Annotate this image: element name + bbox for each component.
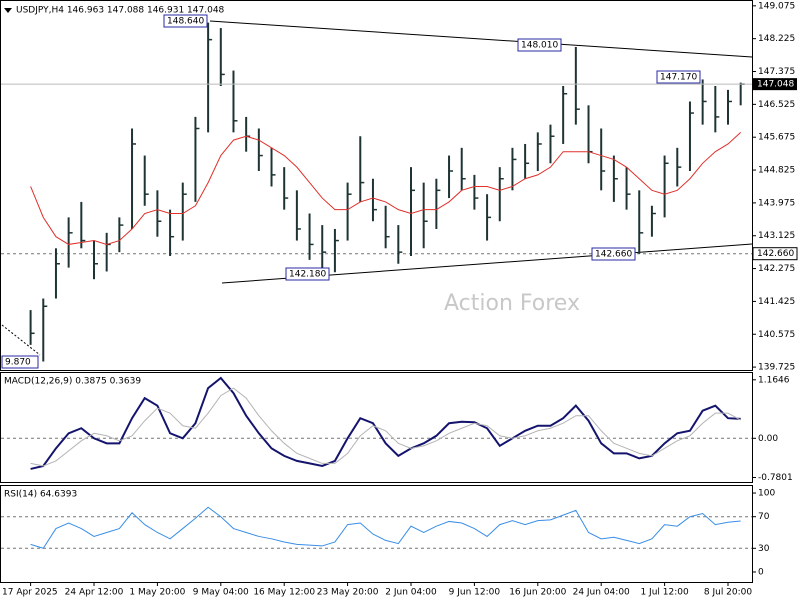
trendline bbox=[1, 324, 41, 356]
annotation-box bbox=[591, 247, 636, 261]
y-tick-label: 0.00 bbox=[758, 434, 778, 444]
y-tick-label: 100 bbox=[758, 489, 775, 499]
annotation: 9.870 bbox=[5, 358, 31, 368]
macd-frame bbox=[0, 372, 753, 483]
x-tick-label: 16 May 12:00 bbox=[253, 588, 315, 598]
y-tick-label: 147.375 bbox=[758, 67, 795, 77]
annotation-box bbox=[517, 38, 562, 52]
level-box bbox=[752, 247, 798, 261]
rsi-frame bbox=[0, 485, 753, 583]
menu-icon[interactable] bbox=[4, 8, 12, 13]
y-tick-label: 139.725 bbox=[758, 363, 795, 373]
annotation-box bbox=[656, 70, 701, 84]
rsi-title: RSI(14) 64.6393 bbox=[4, 490, 77, 500]
y-tick-label: 148.225 bbox=[758, 34, 795, 44]
x-tick-label: 1 May 20:00 bbox=[129, 588, 185, 598]
watermark: Action Forex bbox=[444, 291, 580, 316]
price-frame bbox=[0, 0, 753, 371]
x-tick-label: 24 Apr 12:00 bbox=[65, 588, 124, 598]
annotation-box bbox=[285, 267, 330, 281]
y-tick-label: 145.675 bbox=[758, 133, 795, 143]
x-tick-label: 23 May 20:00 bbox=[317, 588, 379, 598]
y-tick-label: -0.7801 bbox=[758, 473, 793, 483]
y-tick-label: 144.825 bbox=[758, 166, 795, 176]
annotation: 148.010 bbox=[521, 41, 558, 51]
y-tick-label: 146.525 bbox=[758, 100, 795, 110]
x-tick-label: 1 Jul 12:00 bbox=[640, 588, 689, 598]
indicator-line bbox=[30, 376, 741, 470]
y-tick-label: 140.575 bbox=[758, 330, 795, 340]
annotation: 142.660 bbox=[595, 250, 632, 260]
x-tick-label: 9 May 04:00 bbox=[193, 588, 249, 598]
y-tick-label: 142.275 bbox=[758, 264, 795, 274]
annotation: 142.180 bbox=[289, 270, 326, 280]
macd-title: MACD(12,26,9) 0.3875 0.3639 bbox=[4, 377, 141, 387]
annotation: 147.170 bbox=[660, 73, 697, 83]
x-tick-label: 2 Jun 04:00 bbox=[385, 588, 437, 598]
x-tick-label: 24 Jun 04:00 bbox=[573, 588, 630, 598]
x-tick-label: 8 Jul 20:00 bbox=[704, 588, 753, 598]
y-tick-label: 141.425 bbox=[758, 297, 795, 307]
y-tick-label: 70 bbox=[758, 512, 770, 522]
last-price-box bbox=[753, 78, 797, 91]
x-tick-label: 16 Jun 20:00 bbox=[509, 588, 566, 598]
annotation-box bbox=[1, 355, 39, 369]
x-tick-label: 9 Jun 12:00 bbox=[449, 588, 501, 598]
y-tick-label: 30 bbox=[758, 544, 770, 554]
x-tick-label: 17 Apr 2025 bbox=[2, 588, 58, 598]
y-tick-label: 143.975 bbox=[758, 198, 795, 208]
y-tick-label: 143.125 bbox=[758, 231, 795, 241]
indicator-line bbox=[30, 387, 741, 467]
panel-frames bbox=[0, 0, 753, 583]
y-tick-label: 0 bbox=[758, 567, 764, 577]
moving-average bbox=[30, 132, 742, 245]
y-tick-label: 149.075 bbox=[758, 1, 795, 11]
last-price-label: 147.048 bbox=[757, 80, 794, 90]
trendline bbox=[209, 20, 753, 58]
annotation: 148.640 bbox=[167, 17, 204, 27]
y-tick-label: 1.1646 bbox=[758, 375, 790, 385]
chart-title: USDJPY,H4 146.963 147.088 146.931 147.04… bbox=[16, 6, 225, 16]
annotation-box bbox=[163, 14, 208, 28]
indicator-line bbox=[30, 506, 741, 549]
level-label: 142.660 bbox=[757, 249, 794, 259]
